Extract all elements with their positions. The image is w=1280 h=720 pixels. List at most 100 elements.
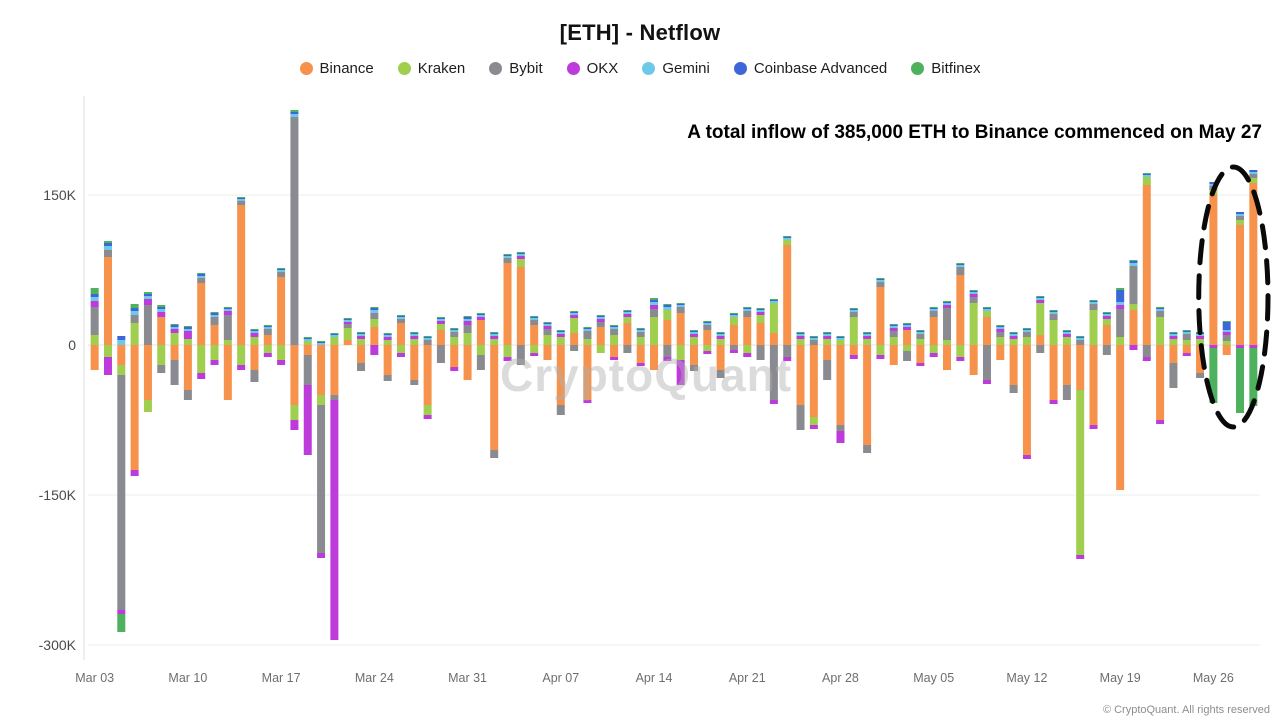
bar-segment-bitfinex[interactable] bbox=[1049, 310, 1058, 311]
bar-segment-binance[interactable] bbox=[223, 345, 232, 400]
bar-segment-gemini[interactable] bbox=[1076, 338, 1085, 340]
bar-segment-bybit[interactable] bbox=[130, 315, 139, 323]
bar-segment-okx[interactable] bbox=[277, 360, 286, 365]
bar-segment-binance[interactable] bbox=[357, 345, 366, 363]
bar-segment-okx[interactable] bbox=[1076, 555, 1085, 559]
bar-segment-kraken[interactable] bbox=[889, 337, 898, 345]
bar-segment-gemini[interactable] bbox=[330, 335, 339, 337]
bar-segment-bybit[interactable] bbox=[1022, 332, 1031, 337]
bar-segment-okx[interactable] bbox=[223, 311, 232, 315]
bar-segment-okx[interactable] bbox=[1049, 400, 1058, 404]
bar-group-apr-05[interactable] bbox=[530, 316, 539, 356]
bar-segment-bybit[interactable] bbox=[996, 332, 1005, 337]
bar-segment-coinbase-advanced[interactable] bbox=[743, 308, 752, 309]
bar-segment-gemini[interactable] bbox=[982, 309, 991, 311]
bar-segment-gemini[interactable] bbox=[610, 327, 619, 329]
bar-group-apr-23[interactable] bbox=[769, 299, 778, 404]
bar-segment-gemini[interactable] bbox=[636, 330, 645, 332]
bar-segment-binance[interactable] bbox=[610, 345, 619, 357]
bar-group-apr-18[interactable] bbox=[703, 321, 712, 354]
bar-segment-coinbase-advanced[interactable] bbox=[1116, 290, 1125, 302]
bar-segment-binance[interactable] bbox=[863, 345, 872, 445]
bar-segment-kraken[interactable] bbox=[783, 240, 792, 245]
bar-segment-coinbase-advanced[interactable] bbox=[889, 325, 898, 326]
bar-segment-kraken[interactable] bbox=[143, 400, 152, 412]
bar-segment-binance[interactable] bbox=[1116, 345, 1125, 490]
bar-segment-bitfinex[interactable] bbox=[903, 323, 912, 324]
bar-segment-okx[interactable] bbox=[623, 314, 632, 317]
bar-segment-binance[interactable] bbox=[676, 313, 685, 345]
bar-segment-bybit[interactable] bbox=[317, 405, 326, 553]
bar-segment-coinbase-advanced[interactable] bbox=[783, 237, 792, 238]
bar-group-apr-28[interactable] bbox=[836, 336, 845, 443]
bar-segment-coinbase-advanced[interactable] bbox=[383, 334, 392, 335]
bar-segment-bitfinex[interactable] bbox=[317, 341, 326, 342]
bar-segment-kraken[interactable] bbox=[610, 335, 619, 345]
bar-segment-coinbase-advanced[interactable] bbox=[463, 317, 472, 319]
bar-segment-kraken[interactable] bbox=[1142, 177, 1151, 185]
bar-segment-bitfinex[interactable] bbox=[823, 332, 832, 333]
bar-segment-binance[interactable] bbox=[303, 345, 312, 355]
bar-segment-gemini[interactable] bbox=[103, 246, 112, 250]
bar-segment-kraken[interactable] bbox=[490, 339, 499, 345]
bar-segment-coinbase-advanced[interactable] bbox=[130, 308, 139, 311]
bar-segment-bybit[interactable] bbox=[530, 320, 539, 325]
bar-segment-gemini[interactable] bbox=[929, 309, 938, 311]
bar-group-may-08[interactable] bbox=[969, 290, 978, 375]
bar-segment-bitfinex[interactable] bbox=[689, 330, 698, 331]
bar-segment-binance[interactable] bbox=[756, 323, 765, 345]
bar-segment-gemini[interactable] bbox=[676, 305, 685, 307]
bar-segment-kraken[interactable] bbox=[103, 345, 112, 357]
bar-segment-bybit[interactable] bbox=[436, 345, 445, 363]
bar-group-may-03[interactable] bbox=[903, 323, 912, 361]
bar-segment-kraken[interactable] bbox=[436, 324, 445, 330]
bar-segment-kraken[interactable] bbox=[809, 417, 818, 425]
bar-group-apr-15[interactable] bbox=[663, 304, 672, 361]
bar-segment-okx[interactable] bbox=[982, 380, 991, 384]
bar-segment-gemini[interactable] bbox=[876, 280, 885, 282]
bar-segment-binance[interactable] bbox=[783, 245, 792, 345]
bar-group-mar-10[interactable] bbox=[183, 326, 192, 400]
bar-segment-bitfinex[interactable] bbox=[1036, 296, 1045, 297]
bar-group-mar-14[interactable] bbox=[237, 197, 246, 370]
bar-segment-coinbase-advanced[interactable] bbox=[756, 309, 765, 310]
bar-segment-okx[interactable] bbox=[769, 400, 778, 404]
bar-segment-kraken[interactable] bbox=[503, 345, 512, 357]
bar-group-apr-20[interactable] bbox=[729, 313, 738, 353]
bar-segment-coinbase-advanced[interactable] bbox=[530, 317, 539, 318]
bar-segment-bitfinex[interactable] bbox=[769, 299, 778, 300]
bar-segment-binance[interactable] bbox=[117, 345, 126, 365]
bar-segment-coinbase-advanced[interactable] bbox=[210, 313, 219, 315]
bar-segment-coinbase-advanced[interactable] bbox=[982, 308, 991, 309]
bar-segment-coinbase-advanced[interactable] bbox=[117, 336, 126, 340]
bar-segment-bybit[interactable] bbox=[982, 345, 991, 380]
bar-segment-okx[interactable] bbox=[1222, 332, 1231, 335]
legend-item-bybit[interactable]: Bybit bbox=[489, 60, 543, 77]
bar-group-may-12[interactable] bbox=[1022, 328, 1031, 459]
legend-item-bitfinex[interactable]: Bitfinex bbox=[911, 60, 980, 77]
bar-segment-bitfinex[interactable] bbox=[876, 278, 885, 279]
bar-segment-gemini[interactable] bbox=[503, 256, 512, 258]
bar-segment-kraken[interactable] bbox=[796, 339, 805, 345]
bar-segment-coinbase-advanced[interactable] bbox=[996, 326, 1005, 327]
bar-segment-okx[interactable] bbox=[357, 336, 366, 339]
bar-segment-gemini[interactable] bbox=[796, 334, 805, 336]
bar-segment-bybit[interactable] bbox=[769, 345, 778, 400]
bar-segment-okx[interactable] bbox=[117, 610, 126, 614]
bar-segment-kraken[interactable] bbox=[623, 317, 632, 323]
bar-segment-bitfinex[interactable] bbox=[170, 324, 179, 325]
bar-segment-bitfinex[interactable] bbox=[663, 304, 672, 305]
bar-segment-bybit[interactable] bbox=[290, 117, 299, 345]
bar-segment-kraken[interactable] bbox=[237, 345, 246, 365]
legend-item-okx[interactable]: OKX bbox=[566, 60, 618, 77]
bar-segment-bitfinex[interactable] bbox=[636, 328, 645, 329]
bar-segment-bybit[interactable] bbox=[343, 324, 352, 328]
bar-segment-coinbase-advanced[interactable] bbox=[343, 319, 352, 320]
bar-segment-kraken[interactable] bbox=[543, 335, 552, 345]
bar-group-mar-23[interactable] bbox=[357, 332, 366, 371]
bar-group-apr-26[interactable] bbox=[809, 336, 818, 429]
bar-segment-okx[interactable] bbox=[969, 294, 978, 297]
bar-segment-bitfinex[interactable] bbox=[343, 318, 352, 319]
bar-segment-bitfinex[interactable] bbox=[290, 110, 299, 112]
bar-segment-binance[interactable] bbox=[263, 335, 272, 345]
